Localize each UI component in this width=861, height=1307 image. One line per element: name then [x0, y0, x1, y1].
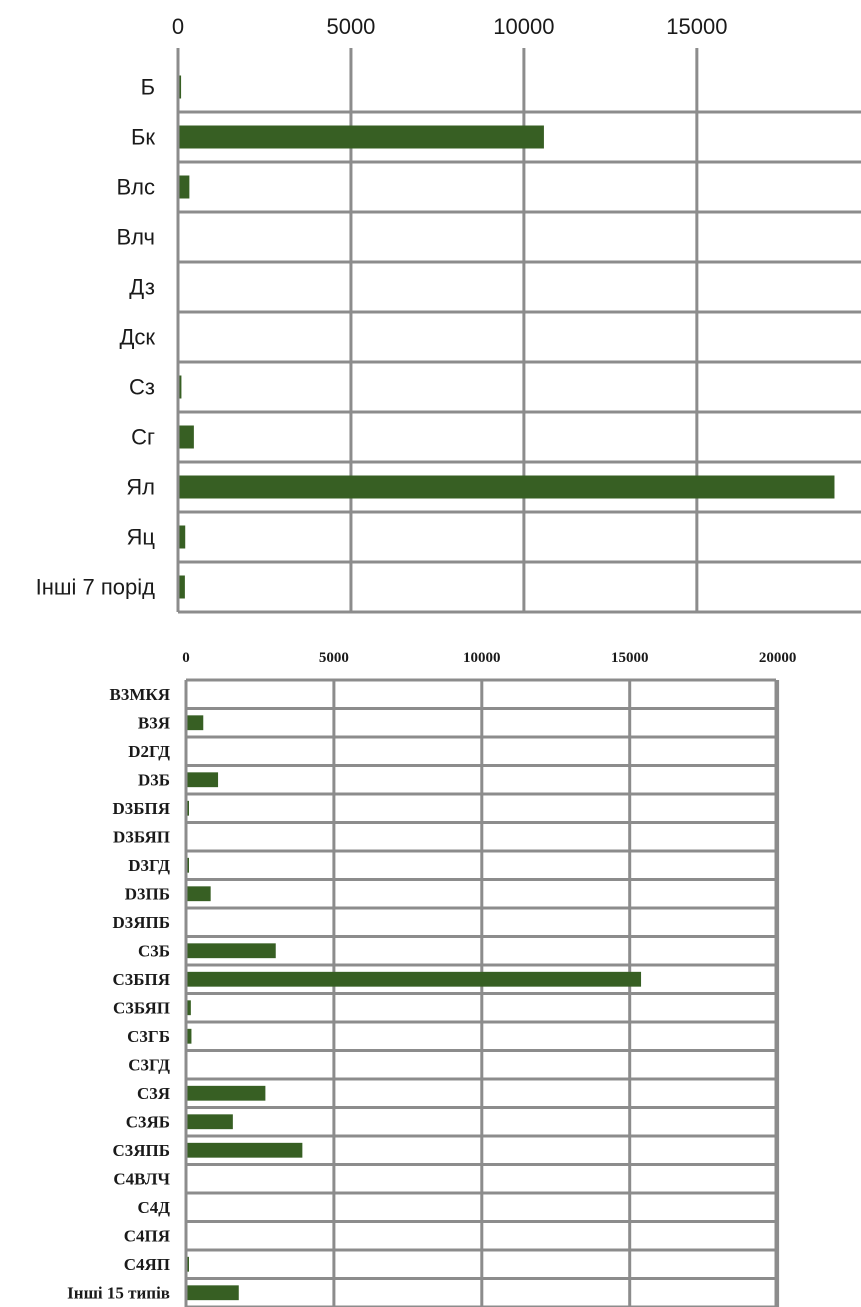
category-label: Влс: [116, 175, 155, 200]
bar: [179, 175, 190, 199]
bar: [187, 1000, 191, 1016]
bar: [187, 1114, 233, 1130]
category-label: Ял: [126, 475, 155, 500]
category-label: Дск: [119, 325, 155, 350]
x-tick-label: 10000: [463, 650, 501, 666]
category-label: D3Б: [138, 770, 170, 789]
category-label: Б: [141, 75, 155, 100]
bar: [179, 475, 835, 499]
bar: [179, 125, 544, 149]
category-label: В3Я: [138, 713, 170, 732]
bar: [187, 800, 189, 816]
bar: [187, 1256, 189, 1272]
bar: [187, 971, 642, 987]
category-label: В3МКЯ: [110, 685, 171, 704]
category-label: С4ВЛЧ: [113, 1169, 170, 1188]
x-tick-label: 10000: [493, 14, 554, 39]
bar: [187, 857, 189, 873]
x-tick-label: 0: [182, 650, 190, 666]
category-label: С3ЯБ: [126, 1112, 170, 1131]
x-tick-label: 5000: [319, 650, 349, 666]
category-label: С3ГД: [128, 1055, 170, 1074]
chart-tree-species: 05000100001500020ББкВлсВлчДзДскСзСгЯлЯцІ…: [36, 14, 861, 614]
category-label: Бк: [131, 125, 155, 150]
category-label: Влч: [117, 225, 156, 250]
bar: [187, 1285, 239, 1301]
x-tick-label: 5000: [326, 14, 375, 39]
category-label: D3БЯП: [113, 827, 170, 846]
bar: [187, 772, 219, 788]
category-label: Яц: [127, 525, 156, 550]
bar: [179, 425, 194, 449]
category-label: С3Я: [137, 1084, 170, 1103]
category-label: С3БЯП: [113, 998, 170, 1017]
bar: [179, 75, 182, 99]
category-label: Інші 15 типів: [67, 1283, 170, 1302]
bar: [187, 1142, 303, 1158]
bar: [187, 886, 211, 902]
category-label: С3БПЯ: [112, 970, 170, 989]
x-tick-label: 15000: [666, 14, 727, 39]
x-tick-label: 15000: [611, 650, 649, 666]
bar: [179, 575, 185, 599]
category-label: D3ПБ: [125, 884, 170, 903]
category-label: С4Д: [138, 1198, 171, 1217]
bar: [187, 1028, 192, 1044]
bar: [187, 715, 204, 731]
category-label: С3Б: [138, 941, 170, 960]
category-label: D3ЯПБ: [112, 913, 170, 932]
x-tick-label: 0: [172, 14, 184, 39]
category-label: С3ГБ: [127, 1027, 170, 1046]
category-label: С4ЯП: [124, 1255, 170, 1274]
chart-stand-types: 0 5000 10000 15000 20000 В3МКЯ В3Я D2ГД D3Б D3БПЯ…: [67, 650, 796, 1307]
category-label: Сг: [131, 425, 155, 450]
category-label: D3ГД: [128, 856, 170, 875]
category-label: D3БПЯ: [112, 799, 170, 818]
category-label: Дз: [129, 275, 155, 300]
category-label: Інші 7 порід: [36, 575, 156, 600]
bar: [187, 1085, 266, 1101]
category-label: Сз: [129, 375, 155, 400]
x-tick-label: 20000: [759, 650, 797, 666]
category-label: С3ЯПБ: [112, 1141, 170, 1160]
bar: [179, 525, 186, 549]
category-label: D2ГД: [128, 742, 170, 761]
bar: [187, 943, 276, 959]
category-label: С4ПЯ: [124, 1226, 170, 1245]
bar: [179, 375, 182, 399]
